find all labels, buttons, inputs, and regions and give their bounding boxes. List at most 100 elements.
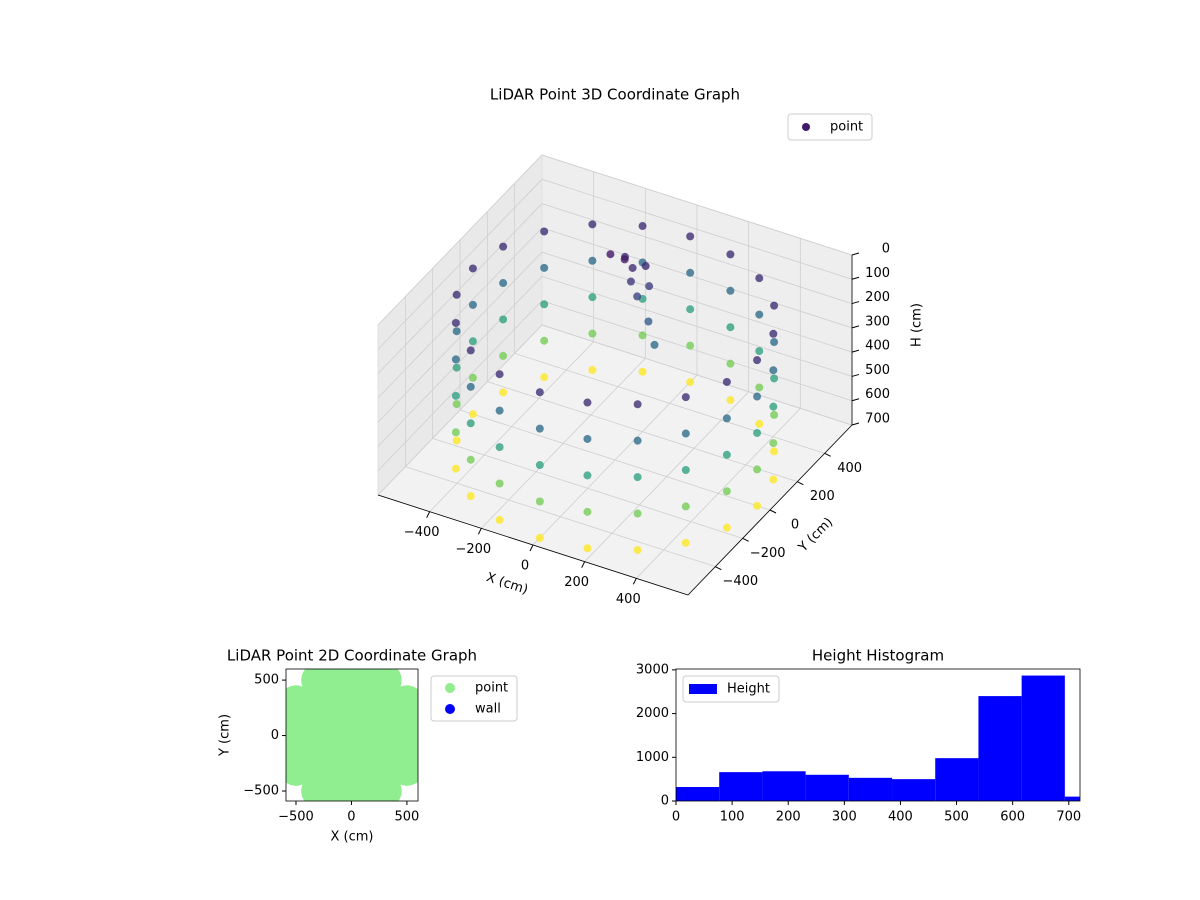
y-tick-label: 500 (254, 673, 279, 688)
legend-label: point (475, 681, 508, 696)
z-tick-label: 600 (865, 387, 890, 402)
x-axis-label: X (cm) (331, 830, 374, 845)
point (499, 315, 508, 324)
point (726, 396, 735, 405)
point (540, 227, 549, 236)
point (535, 497, 544, 506)
point (495, 479, 504, 488)
legend-marker (802, 123, 810, 131)
point (451, 464, 460, 473)
point (495, 406, 504, 415)
tick-mark (851, 325, 860, 329)
tick-mark (851, 349, 860, 353)
point (452, 327, 461, 336)
point (583, 471, 592, 480)
grid-line (377, 251, 543, 423)
point (686, 378, 695, 387)
point (753, 465, 762, 474)
point (466, 455, 475, 464)
grid-line (541, 276, 853, 377)
legend-label: wall (475, 702, 501, 717)
point (726, 250, 735, 259)
chart-title: LiDAR Point 3D Coordinate Graph (490, 86, 740, 104)
bar (762, 771, 806, 801)
point (633, 292, 642, 301)
x-tick-label: 0 (672, 810, 680, 825)
point (753, 428, 762, 437)
point (588, 256, 597, 265)
y-tick-label: 200 (810, 489, 835, 504)
axis-line (377, 494, 689, 596)
point (588, 329, 597, 338)
grid-line (377, 324, 543, 496)
point (638, 367, 647, 376)
y-tick-label: −400 (722, 574, 758, 589)
z-tick-label: 300 (865, 314, 890, 329)
point (633, 436, 642, 445)
point (686, 305, 695, 314)
point (769, 366, 778, 375)
x-tick-label: 0 (521, 559, 529, 574)
point (770, 374, 779, 383)
z-tick-label: 700 (865, 412, 890, 427)
x-axis-label: X (cm) (484, 570, 530, 598)
y-tick-label: 0 (661, 794, 669, 809)
point (755, 419, 764, 428)
chart-title: LiDAR Point 2D Coordinate Graph (227, 647, 477, 665)
tick-mark (715, 566, 722, 571)
point (681, 502, 690, 511)
grid-line (377, 300, 543, 471)
x-tick-label: 500 (394, 810, 419, 825)
z-tick-label: 500 (865, 363, 890, 378)
point (367, 669, 402, 698)
point (451, 355, 460, 364)
grid-line (541, 178, 853, 280)
grid-line (487, 381, 798, 483)
point (540, 300, 549, 309)
point (588, 220, 597, 229)
legend-marker (689, 684, 717, 694)
grid-line (459, 409, 771, 511)
legend-box (787, 113, 873, 141)
bar (1064, 796, 1080, 801)
bar (805, 774, 849, 801)
point (770, 301, 779, 310)
axes-frame (675, 668, 1081, 802)
bar (1021, 675, 1065, 801)
point (755, 347, 764, 356)
point (755, 274, 764, 283)
point (540, 336, 549, 345)
bar (978, 696, 1022, 801)
point (499, 351, 508, 360)
grid-line (432, 437, 743, 539)
point (681, 538, 690, 547)
grid-line (541, 154, 853, 256)
legend-box (430, 675, 518, 722)
point (645, 282, 654, 291)
point (583, 544, 592, 553)
grid-line (377, 203, 543, 374)
grid-line (541, 251, 853, 353)
legend-marker (445, 704, 455, 714)
point (495, 370, 504, 379)
tick-mark (477, 528, 482, 535)
point (722, 487, 731, 496)
point (466, 419, 475, 428)
point (495, 515, 504, 524)
y-axis-label: Y (cm) (795, 515, 836, 556)
point (468, 300, 477, 309)
tick-mark (797, 481, 804, 486)
point (753, 356, 762, 365)
tick-mark (851, 252, 860, 256)
z-tick-label: 200 (865, 290, 890, 305)
bar (676, 787, 720, 801)
y-tick-label: 0 (791, 518, 799, 533)
tick-mark (769, 509, 777, 514)
tick-mark (851, 373, 860, 377)
point (650, 340, 659, 349)
tick-mark (851, 398, 860, 402)
point (753, 501, 762, 510)
chart-title: Height Histogram (812, 647, 944, 665)
point (540, 263, 549, 272)
